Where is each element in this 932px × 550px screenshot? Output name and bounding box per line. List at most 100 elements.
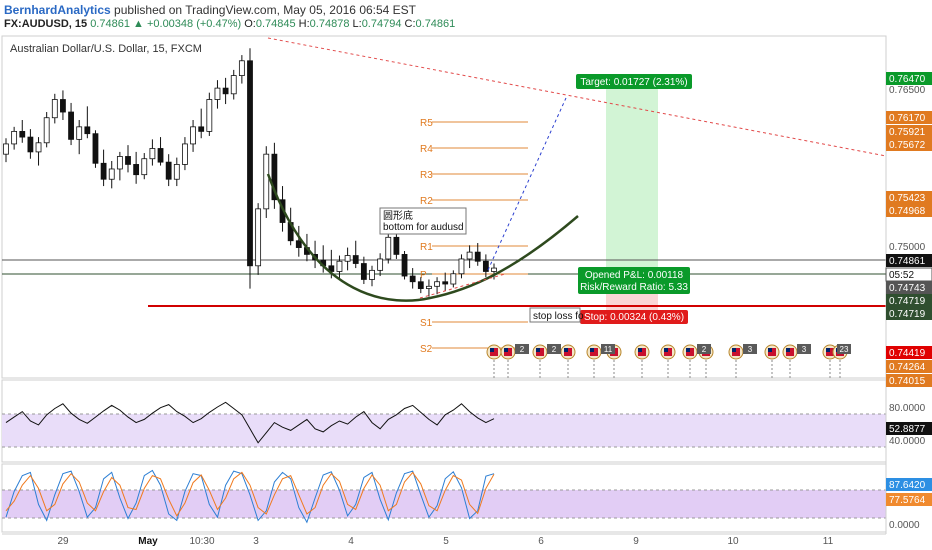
event-count-badge[interactable]: 11 — [601, 344, 615, 354]
price-tag-countdown: 05:52 — [885, 267, 932, 282]
event-flag-icon[interactable] — [764, 344, 780, 378]
candle — [458, 254, 465, 279]
short-trendline — [419, 273, 506, 299]
event-count-badge[interactable]: 2 — [547, 344, 561, 354]
ohlc-line: FX:AUDUSD, 15 0.74861 ▲ +0.00348 (+0.47%… — [4, 18, 455, 30]
price-tag-text: 0.75921 — [889, 127, 926, 138]
event-flag-icon[interactable] — [586, 344, 602, 378]
pivot-label-r5: R5 — [420, 118, 433, 129]
event-flag-icon[interactable] — [660, 344, 676, 378]
stoch-d-value: 77.5764 — [889, 495, 926, 506]
candle — [255, 203, 262, 275]
stop-loss-note[interactable]: stop loss fo — [529, 307, 584, 323]
high-value: 0.74878 — [309, 18, 350, 30]
time-tick-label: 9 — [633, 536, 639, 547]
event-count-text: 3 — [802, 345, 807, 354]
event-flag-icon[interactable] — [634, 344, 650, 378]
event-count-badge[interactable]: 3 — [797, 344, 811, 354]
candle — [206, 92, 213, 136]
time-tick-label: 3 — [253, 536, 259, 547]
axis-label-1: 0.75000 — [889, 242, 926, 253]
candle — [263, 146, 270, 218]
rsi-current-value: 52.8877 — [889, 424, 926, 435]
pattern-annotation[interactable]: 圆形底 bottom for audusd — [379, 207, 467, 235]
candle — [474, 243, 481, 266]
pattern-text: bottom for audusd — [383, 222, 464, 233]
pnl-callout[interactable]: Opened P&L: 0.00118 Risk/Reward Ratio: 5… — [578, 267, 690, 294]
pivot-label-r3: R3 — [420, 170, 433, 181]
event-count-badge[interactable]: 3 — [743, 344, 757, 354]
event-count-badge[interactable]: 23 — [837, 344, 851, 354]
price-tag-level: 0.74743 — [886, 281, 932, 294]
candle — [76, 120, 83, 155]
close-value: 0.74861 — [415, 18, 456, 30]
candle — [295, 225, 302, 257]
high-label: H: — [298, 18, 310, 30]
time-tick-label: 6 — [538, 536, 544, 547]
chart-canvas[interactable]: Australian Dollar/U.S. Dollar, 15, FXCM … — [0, 34, 932, 550]
pivot-label-p: P — [420, 270, 427, 281]
event-flag-icon[interactable] — [560, 344, 576, 378]
stop-label: Stop: 0.00324 (0.43%) — [584, 312, 684, 323]
axis-label-0: 0.76500 — [889, 85, 926, 96]
event-count-badge[interactable]: 2 — [515, 344, 529, 354]
candle — [393, 231, 400, 259]
price-tag-target: 0.76470 — [886, 72, 932, 85]
candle — [51, 93, 58, 124]
low-label: L: — [352, 18, 362, 30]
candle — [352, 240, 359, 269]
event-flag-icon[interactable] — [532, 344, 548, 378]
open-label: O: — [244, 18, 256, 30]
stop-callout[interactable]: Stop: 0.00324 (0.43%) — [580, 310, 688, 324]
candle — [125, 145, 131, 173]
chart-header: BernhardAnalytics published on TradingVi… — [0, 0, 932, 34]
time-tick-label: 4 — [348, 536, 354, 547]
stoch-k-line — [5, 469, 495, 524]
stoch-d-tag — [886, 493, 932, 506]
price-tags: 0.76470 0.76170 0.75921 0.75672 0.75423 0.749… — [885, 72, 932, 387]
low-value: 0.74794 — [361, 18, 402, 30]
pivot-label-s1: S1 — [420, 318, 433, 329]
target-callout[interactable]: Target: 0.01727 (2.31%) — [576, 74, 692, 89]
time-tick-label: May — [138, 536, 158, 547]
price-tag-level: 0.75423 — [886, 191, 932, 204]
price-tag-level: 0.74719 — [886, 294, 932, 307]
time-tick-label: 5 — [443, 536, 449, 547]
economic-events[interactable]: 2 2 11 2 3 3 23 — [486, 344, 851, 378]
event-flag-icon[interactable] — [782, 344, 798, 378]
candle — [92, 130, 99, 168]
candle — [43, 112, 50, 148]
candle — [100, 149, 107, 187]
rsi-axis-40: 40.0000 — [889, 436, 926, 447]
candle — [434, 277, 440, 295]
candle — [214, 80, 221, 109]
stoch-k-value: 87.6420 — [889, 480, 926, 491]
candle — [247, 48, 253, 289]
candle — [19, 120, 26, 143]
event-count-text: 2 — [520, 345, 525, 354]
event-flag-icon[interactable] — [728, 344, 744, 378]
rsi-axis-80: 80.0000 — [889, 403, 926, 414]
target-zone — [606, 82, 658, 274]
pivot-label-r1: R1 — [420, 242, 433, 253]
price-tag-level: 0.76170 — [886, 111, 932, 124]
event-count-badge[interactable]: 2 — [697, 344, 711, 354]
candle — [157, 137, 164, 166]
pivot-levels: R5 R4 R3 R2 R1 P S1 S2 — [420, 118, 528, 355]
candle — [482, 254, 489, 278]
rounding-bottom-curve — [266, 173, 579, 302]
stoch-axis-0: 0.0000 — [889, 520, 920, 531]
target-label: Target: 0.01727 (2.31%) — [580, 77, 687, 88]
pnl-label: Opened P&L: 0.00118 — [585, 270, 684, 281]
main-pane[interactable] — [1, 35, 887, 379]
event-count-text: 11 — [604, 345, 613, 354]
candle — [238, 55, 245, 84]
price-tag-level: 0.75672 — [886, 138, 932, 151]
chart-title: Australian Dollar/U.S. Dollar, 15, FXCM — [10, 43, 202, 55]
author-link[interactable]: BernhardAnalytics — [4, 3, 111, 17]
candle — [141, 153, 148, 180]
price-tag-text: 0.74419 — [889, 348, 926, 359]
event-flag-icon[interactable] — [682, 344, 698, 378]
price-tag-text: 05:52 — [889, 270, 914, 281]
publish-info: published on TradingView.com, May 05, 20… — [114, 3, 417, 17]
